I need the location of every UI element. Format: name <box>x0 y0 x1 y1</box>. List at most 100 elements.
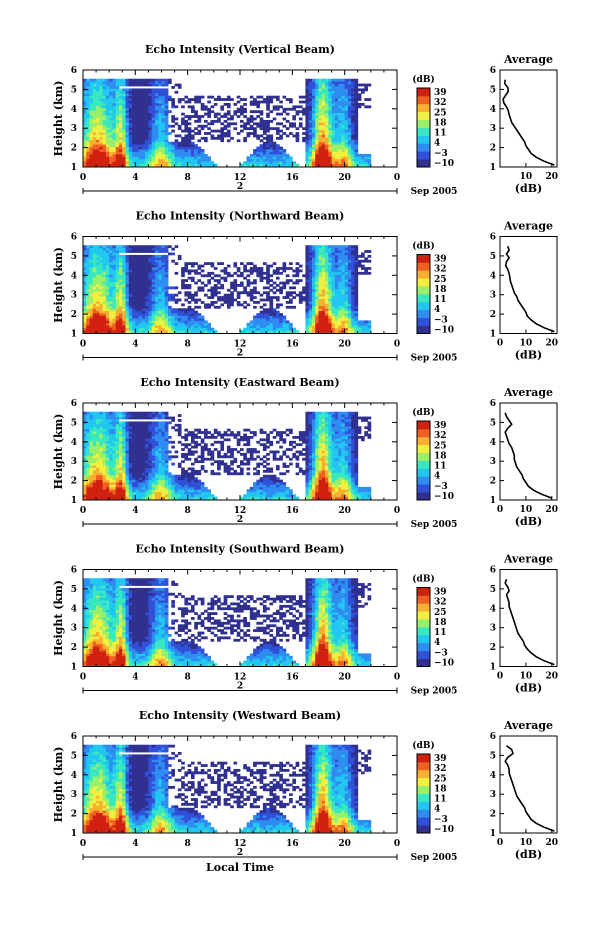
heatmap-cell <box>102 86 107 89</box>
heatmap-cell <box>347 161 352 164</box>
heatmap-cell <box>361 161 365 164</box>
heatmap-cell <box>311 250 316 253</box>
heatmap-cell <box>331 144 336 148</box>
heatmap-cell <box>347 252 352 256</box>
heatmap-cell <box>109 320 113 324</box>
heatmap-cell <box>275 98 280 101</box>
heatmap-cell <box>344 296 349 299</box>
heatmap-cell <box>315 153 319 157</box>
heatmap-cell <box>148 293 153 297</box>
heatmap-cell <box>118 151 123 155</box>
heatmap-cell <box>92 149 97 152</box>
heatmap-cell <box>99 330 104 333</box>
heatmap-cell <box>148 151 153 155</box>
heatmap-cell <box>331 286 336 290</box>
heatmap-cell <box>135 163 139 167</box>
heatmap-cell <box>357 254 362 258</box>
heatmap-cell <box>331 83 336 87</box>
heatmap-cell <box>128 146 133 150</box>
heatmap-cell <box>102 107 107 111</box>
heatmap-cell <box>184 325 189 329</box>
heatmap-cell <box>269 98 274 101</box>
heatmap-cell <box>184 269 189 273</box>
heatmap-cell <box>89 252 94 256</box>
heatmap-cell <box>325 141 329 145</box>
heatmap-cell <box>138 163 143 167</box>
heatmap-cell <box>92 83 97 87</box>
heatmap-cell <box>331 105 336 109</box>
heatmap-cell <box>243 327 247 331</box>
heatmap-cell <box>305 291 310 295</box>
heatmap-cell <box>269 305 274 309</box>
heatmap-cell <box>105 426 110 430</box>
heatmap-cell <box>334 252 339 256</box>
heatmap-cell <box>220 115 225 118</box>
heatmap-cell <box>256 301 261 304</box>
heatmap-cell <box>249 320 254 324</box>
heatmap-cell <box>99 421 104 425</box>
panel-2: Echo Intensity (Northward Beam)0 4 8 12 16 20… <box>52 210 558 364</box>
heatmap-cell <box>207 156 211 160</box>
heatmap-cell <box>86 78 90 82</box>
heatmap-cell <box>190 141 195 145</box>
heatmap-cell <box>334 322 339 326</box>
heatmap-cell <box>341 129 346 133</box>
heatmap-cell <box>96 303 100 307</box>
heatmap-cell <box>223 124 228 128</box>
heatmap-cell <box>154 112 159 116</box>
heatmap-cell <box>154 296 159 299</box>
heatmap-cell <box>86 491 90 495</box>
heatmap-cell <box>102 115 107 118</box>
heatmap-cell <box>89 445 94 449</box>
heatmap-cell <box>285 330 290 333</box>
heatmap-cell <box>269 274 274 278</box>
heatmap-cell <box>275 305 280 309</box>
heatmap-cell <box>102 161 107 164</box>
heatmap-cell <box>151 276 156 280</box>
heatmap-cell <box>318 267 323 270</box>
heatmap-cell <box>338 107 342 111</box>
heatmap-cell <box>168 98 172 101</box>
heatmap-cell <box>194 269 198 273</box>
heatmap-cell <box>354 98 359 101</box>
heatmap-cell <box>112 421 117 425</box>
heatmap-cell <box>99 122 104 126</box>
heatmap-cell <box>154 100 159 104</box>
heatmap-cell <box>161 107 166 111</box>
heatmap-cell <box>89 271 94 275</box>
heatmap-cell <box>83 414 87 417</box>
heatmap-cell <box>184 129 189 133</box>
heatmap-cell <box>197 320 202 324</box>
heatmap-cell <box>347 276 352 280</box>
heatmap-cell <box>354 269 359 273</box>
heatmap-cell <box>279 330 283 333</box>
heatmap-cell <box>190 296 195 299</box>
heatmap-cell <box>308 271 313 275</box>
heatmap-cell <box>357 259 362 263</box>
heatmap-cell <box>328 276 332 280</box>
heatmap-cell <box>230 98 234 101</box>
heatmap-cell <box>92 129 97 133</box>
heatmap-cell <box>83 448 87 451</box>
heatmap-cell <box>325 293 329 297</box>
heatmap-cell <box>338 274 342 278</box>
heatmap-cell <box>112 496 117 500</box>
heatmap-cell <box>249 100 254 104</box>
heatmap-cell <box>259 156 264 160</box>
heatmap-cell <box>341 281 346 285</box>
heatmap-cell <box>109 472 113 476</box>
heatmap-cell <box>89 448 94 451</box>
heatmap-cell <box>158 269 162 273</box>
heatmap-cell <box>354 110 359 114</box>
heatmap-cell <box>305 281 310 285</box>
heatmap-cell <box>187 301 192 304</box>
heatmap-cell <box>161 322 166 326</box>
heatmap-cell <box>158 98 162 101</box>
heatmap-cell <box>132 281 136 285</box>
heatmap-cell <box>102 88 107 92</box>
heatmap-cell <box>266 327 270 331</box>
heatmap-cell <box>158 293 162 297</box>
heatmap-cell <box>148 124 153 128</box>
heatmap-cell <box>325 279 329 282</box>
heatmap-cell <box>105 482 110 485</box>
